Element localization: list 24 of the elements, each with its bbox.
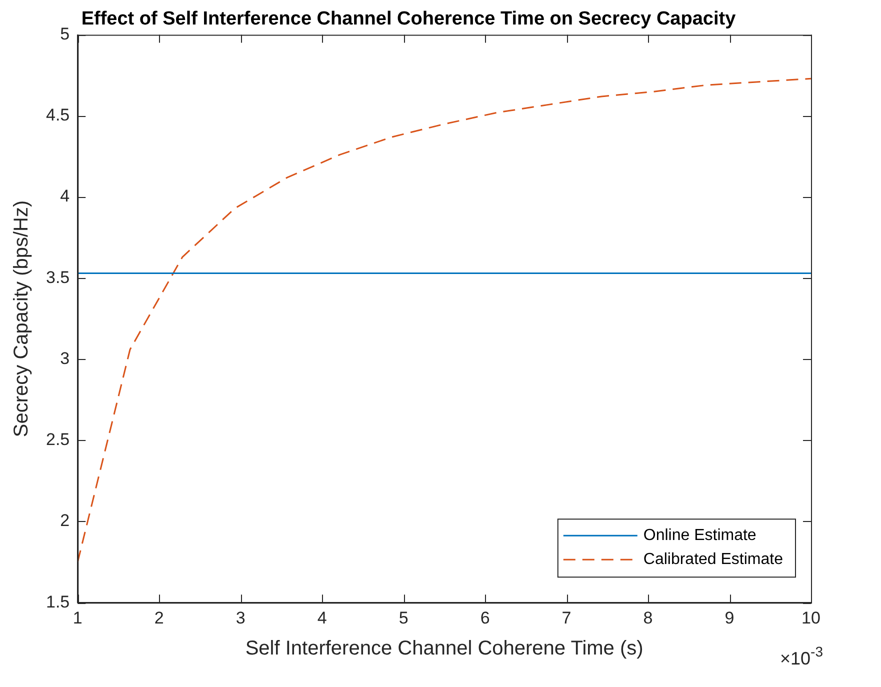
x-axis-title: Self Interference Channel Coherene Time (s): [245, 638, 644, 660]
y-tick-label: 3.5: [46, 268, 70, 287]
chart-title: Effect of Self Interference Channel Coherence Time on Secrecy Capacity: [81, 8, 736, 30]
x-tick-label: 9: [724, 608, 734, 628]
y-tick-label: 5: [60, 24, 70, 44]
y-axis-title: Secrecy Capacity (bps/Hz): [10, 200, 33, 438]
y-tick-label: 2.5: [46, 430, 70, 450]
x-tick-label: 8: [643, 608, 653, 628]
legend-label: Online Estimate: [643, 527, 756, 544]
line-series: [78, 78, 811, 563]
x-tick-label: 6: [480, 608, 490, 628]
x-tick-label: 1: [72, 608, 82, 628]
y-tick-label: 4: [60, 186, 70, 206]
legend-label: Calibrated Estimate: [643, 551, 784, 568]
x-tick-label: 2: [154, 608, 164, 628]
x-tick-label: 10: [802, 608, 820, 628]
y-tick-label: 4.5: [46, 106, 70, 125]
y-tick-label: 3: [60, 348, 70, 368]
y-tick-label: 1.5: [46, 592, 70, 612]
x-tick-label: 5: [398, 608, 408, 628]
x-tick-label: 7: [562, 608, 572, 628]
x-tick-label: 3: [236, 608, 246, 628]
x-tick-label: 4: [317, 608, 327, 628]
y-tick-label: 2: [60, 511, 70, 530]
